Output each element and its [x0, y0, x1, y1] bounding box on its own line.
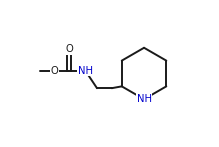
Text: NH: NH — [78, 66, 93, 76]
Text: O: O — [51, 66, 58, 76]
Text: NH: NH — [136, 94, 152, 104]
Text: O: O — [65, 44, 73, 54]
